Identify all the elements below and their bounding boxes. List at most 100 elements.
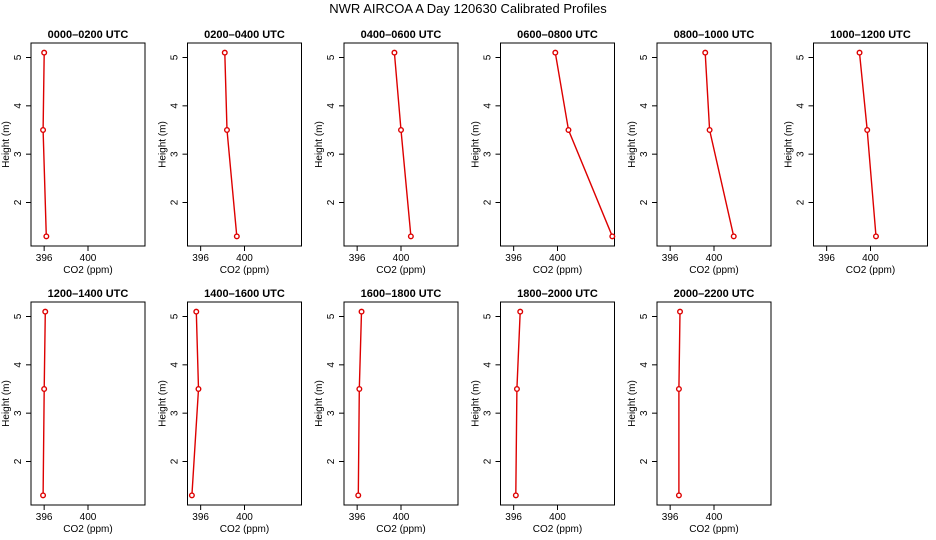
y-tick-label: 5 — [13, 54, 24, 60]
plot-frame — [343, 42, 459, 247]
x-axis-label: CO2 (ppm) — [63, 524, 112, 535]
y-tick-label: 3 — [639, 151, 650, 157]
x-tick-label: 400 — [706, 512, 723, 523]
y-tick-label: 4 — [483, 103, 494, 109]
y-tick-label: 2 — [326, 199, 337, 205]
panel-title: 0000–0200 UTC — [48, 29, 129, 41]
profile-line — [42, 52, 47, 237]
panel-title: 1400–1600 UTC — [204, 288, 285, 300]
plot-frame — [500, 42, 615, 247]
profile-line — [704, 52, 735, 237]
y-tick-label: 2 — [326, 458, 337, 464]
y-tick-label: 5 — [796, 54, 807, 60]
x-tick-label: 400 — [393, 253, 410, 264]
profile-point — [43, 233, 50, 240]
plot-frame — [30, 301, 146, 506]
panel-title: 1200–1400 UTC — [48, 288, 129, 300]
profile-point — [517, 308, 524, 315]
profile-point — [391, 49, 398, 56]
figure-title: NWR AIRCOA A Day 120630 Calibrated Profi… — [329, 1, 607, 16]
x-tick-label: 400 — [706, 253, 723, 264]
x-tick-label: 400 — [393, 512, 410, 523]
profile-point — [40, 492, 47, 499]
profile-point — [675, 386, 682, 393]
y-axis-label: Height (m) — [627, 380, 638, 427]
profile-point — [193, 308, 200, 315]
profile-point — [407, 233, 414, 240]
x-tick-label: 400 — [236, 512, 253, 523]
y-tick-label: 4 — [170, 103, 181, 109]
y-tick-label: 3 — [326, 410, 337, 416]
x-axis-label: CO2 (ppm) — [63, 265, 112, 276]
y-tick-label: 3 — [483, 410, 494, 416]
x-tick-label: 396 — [36, 512, 53, 523]
y-tick-label: 4 — [13, 362, 24, 368]
x-tick-label: 400 — [80, 512, 97, 523]
y-axis-label: Height (m) — [471, 121, 482, 168]
y-axis-label: Height (m) — [784, 121, 795, 168]
y-tick-label: 3 — [483, 151, 494, 157]
y-tick-label: 2 — [483, 199, 494, 205]
panel-title: 1000–1200 UTC — [830, 29, 911, 41]
y-tick-label: 2 — [13, 199, 24, 205]
panel-title: 0800–1000 UTC — [674, 29, 755, 41]
y-tick-label: 5 — [326, 313, 337, 319]
y-tick-label: 5 — [13, 313, 24, 319]
profile-point — [41, 49, 48, 56]
x-axis-label: CO2 (ppm) — [533, 524, 582, 535]
profile-point — [223, 126, 230, 133]
x-axis-label: CO2 (ppm) — [376, 524, 425, 535]
x-tick-label: 396 — [36, 253, 53, 264]
y-axis-label: Height (m) — [627, 121, 638, 168]
y-axis-label: Height (m) — [1, 380, 12, 427]
y-tick-label: 5 — [170, 54, 181, 60]
y-tick-label: 4 — [483, 362, 494, 368]
y-tick-label: 3 — [13, 151, 24, 157]
y-tick-label: 5 — [326, 54, 337, 60]
profile-point — [41, 386, 48, 393]
profile-point — [677, 308, 684, 315]
x-tick-label: 396 — [505, 512, 522, 523]
profile-point — [221, 49, 228, 56]
x-axis-label: CO2 (ppm) — [376, 265, 425, 276]
profile-point — [565, 126, 572, 133]
x-axis-label: CO2 (ppm) — [220, 265, 269, 276]
x-axis-label: CO2 (ppm) — [689, 524, 738, 535]
y-tick-label: 4 — [326, 362, 337, 368]
plot-frame — [500, 301, 615, 506]
y-tick-label: 5 — [639, 313, 650, 319]
panel-title: 0200–0400 UTC — [204, 29, 285, 41]
y-tick-label: 3 — [796, 151, 807, 157]
y-tick-label: 2 — [483, 458, 494, 464]
profile-line — [357, 311, 363, 496]
profile-point — [552, 49, 559, 56]
x-tick-label: 396 — [662, 253, 679, 264]
profile-point — [195, 386, 202, 393]
plot-frame — [813, 42, 928, 247]
y-axis-label: Height (m) — [471, 380, 482, 427]
y-tick-label: 5 — [483, 313, 494, 319]
profile-line — [858, 52, 877, 237]
plot-frame — [656, 42, 772, 247]
plot-frame — [187, 301, 302, 506]
y-tick-label: 4 — [13, 103, 24, 109]
profile-point — [702, 49, 709, 56]
profile-point — [40, 126, 47, 133]
y-tick-label: 2 — [639, 458, 650, 464]
y-tick-label: 4 — [796, 103, 807, 109]
y-tick-label: 3 — [170, 151, 181, 157]
profile-line — [42, 311, 46, 496]
profile-point — [358, 308, 365, 315]
plot-frame — [30, 42, 146, 247]
x-tick-label: 396 — [349, 512, 366, 523]
x-tick-label: 400 — [80, 253, 97, 264]
